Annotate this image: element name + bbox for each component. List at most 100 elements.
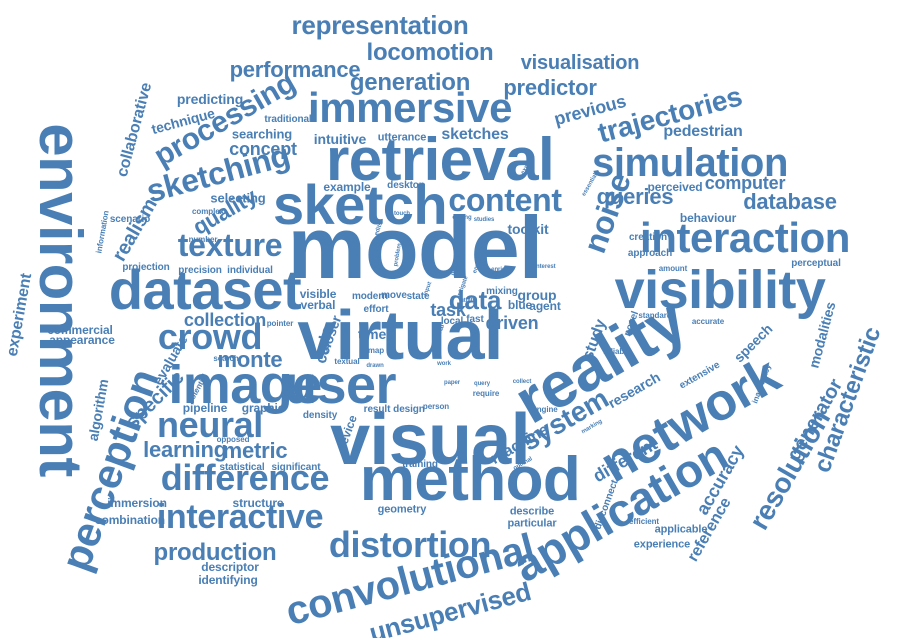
cloud-word: interest [534, 264, 556, 270]
cloud-word: learning [143, 437, 227, 462]
cloud-word: retrieval [325, 126, 555, 193]
cloud-word: standard [638, 311, 672, 320]
cloud-word: touch [393, 211, 411, 217]
cloud-word: method [359, 445, 581, 514]
cloud-word: precision [178, 265, 222, 276]
cloud-word: immersion [107, 496, 167, 510]
cloud-word: blue [507, 298, 533, 312]
cloud-word: toolkit [507, 221, 549, 237]
cloud-word: approach [627, 248, 673, 259]
cloud-word: individual [227, 265, 273, 276]
cloud-word: reliable [603, 347, 631, 356]
cloud-word: task [430, 300, 466, 320]
cloud-word: creation [628, 232, 668, 243]
cloud-word: sketch [272, 173, 448, 236]
cloud-word: data [448, 285, 502, 315]
cloud-word: engine [532, 405, 558, 414]
cloud-word: accurate [691, 317, 725, 326]
cloud-word: behaviour [679, 211, 737, 225]
cloud-word: map [367, 346, 385, 355]
cloud-word: complex [192, 207, 224, 216]
cloud-word: particular [507, 517, 557, 530]
cloud-word: describe [509, 505, 555, 518]
cloud-word: selecting [210, 190, 266, 206]
cloud-word: locomotion [366, 39, 494, 66]
cloud-word: content [448, 182, 562, 218]
cloud-word: intuitive [313, 131, 367, 147]
cloud-word: user [284, 355, 396, 415]
cloud-word: identifying [198, 573, 258, 587]
cloud-word: database [743, 189, 837, 214]
cloud-word: search [213, 354, 239, 363]
cloud-word: visibility [614, 260, 826, 320]
cloud-word: require [472, 389, 500, 398]
cloud-word: production [153, 539, 277, 566]
cloud-word: group [517, 287, 557, 303]
cloud-word: commercial [47, 323, 113, 337]
cloud-word: agent [529, 299, 561, 313]
cloud-word: distortion [328, 524, 492, 565]
cloud-word: generation [349, 69, 471, 96]
cloud-word: environment [27, 123, 94, 477]
cloud-word: experience [633, 538, 691, 551]
cloud-word: representation [291, 10, 469, 40]
cloud-word: information [94, 209, 111, 254]
cloud-word: move [381, 290, 407, 301]
cloud-word: amount [658, 264, 688, 273]
cloud-word: studies [473, 217, 495, 223]
cloud-word: searching [231, 126, 293, 142]
cloud-word: drawn [366, 363, 384, 369]
cloud-word: visible [299, 287, 337, 301]
cloud-word: interactive [156, 498, 324, 536]
cloud-word: textual [334, 357, 360, 366]
cloud-word: paper [443, 380, 461, 386]
cloud-word: driven [485, 313, 539, 333]
cloud-word: opposed [216, 435, 250, 444]
cloud-word: image [168, 355, 322, 415]
cloud-word: immersive [307, 84, 513, 131]
cloud-word: statistical [219, 462, 265, 473]
cloud-word: state [406, 291, 430, 302]
cloud-word: concept [229, 139, 297, 159]
cloud-word: utterance [377, 131, 427, 144]
cloud-word: fast [466, 314, 484, 325]
cloud-word: texture [177, 227, 283, 263]
cloud-word: collaborative [113, 81, 156, 179]
cloud-word: local [440, 316, 464, 327]
cloud-word: verbal [300, 298, 336, 312]
cloud-word: performance [229, 57, 361, 82]
cloud-word: difference [160, 457, 330, 498]
cloud-word: simulation [591, 141, 789, 185]
cloud-word: mixing [486, 286, 518, 297]
cloud-word: work [437, 361, 451, 367]
cloud-word: predictor [503, 75, 597, 100]
cloud-word: desktop [387, 180, 425, 191]
cloud-word: query [473, 381, 491, 387]
cloud-word: geometry [377, 503, 427, 516]
cloud-word: pedestrian [663, 123, 743, 140]
cloud-word: effort [363, 304, 389, 315]
cloud-word: efficient [629, 517, 659, 526]
cloud-word: person [422, 402, 450, 411]
cloud-word: predicting [176, 91, 244, 107]
cloud-word: realism [108, 194, 162, 266]
cloud-word: dataset [108, 258, 302, 321]
cloud-word: neural [157, 404, 263, 445]
cloud-word: number [188, 235, 218, 244]
cloud-word: editing [452, 215, 472, 221]
cloud-word: utility [460, 298, 476, 304]
cloud-word: scenario [109, 214, 151, 225]
cloud-word: metric [222, 438, 288, 463]
cloud-word: appearance [49, 333, 115, 347]
cloud-word: example [323, 180, 371, 194]
cloud-word: computer [704, 173, 786, 193]
cloud-word: traditional [264, 114, 312, 125]
cloud-word: applicable [654, 523, 708, 536]
cloud-word: time [357, 326, 387, 342]
cloud-word: projection [122, 262, 170, 273]
cloud-word: graphic [241, 401, 285, 415]
cloud-word: sketches [441, 126, 509, 143]
cloud-word: virtual [297, 296, 503, 374]
cloud-word: collect [512, 379, 532, 385]
